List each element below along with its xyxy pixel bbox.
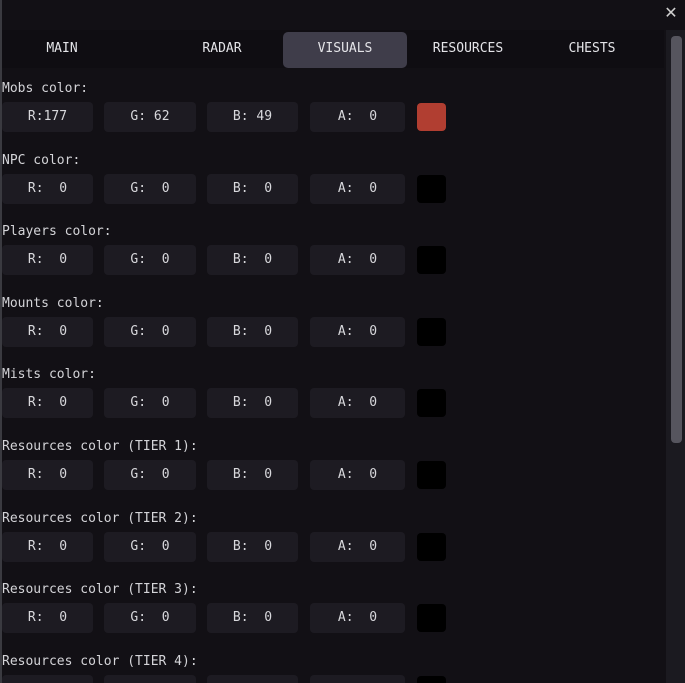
r-channel-input[interactable]: R: 0 xyxy=(2,245,93,276)
tab-chests[interactable]: CHESTS xyxy=(568,41,616,56)
color-label: Mobs color: xyxy=(2,81,89,96)
a-channel-input[interactable]: A: 0 xyxy=(310,603,405,634)
a-channel-input[interactable] xyxy=(310,674,405,683)
r-channel-input[interactable]: R: 0 xyxy=(2,388,93,419)
b-channel-input[interactable]: B: 0 xyxy=(207,173,298,204)
g-channel-input[interactable]: G: 0 xyxy=(104,531,196,562)
r-channel-input[interactable]: R:177 xyxy=(2,102,93,132)
b-channel-input[interactable]: B: 0 xyxy=(207,603,298,634)
a-channel-input[interactable]: A: 0 xyxy=(310,316,405,347)
tab-resources[interactable]: RESOURCES xyxy=(432,41,504,56)
color-swatch[interactable] xyxy=(417,461,446,489)
color-group: Players color: R: 0 G: 0 B: 0 A: 0 xyxy=(2,224,664,279)
visuals-panel: Mobs color: R:177 G: 62 B: 49 A: 0 NPC color:… xyxy=(2,68,664,683)
scrollbar-thumb[interactable] xyxy=(671,36,682,443)
color-label: Resources color (TIER 2): xyxy=(2,510,198,526)
a-channel-input[interactable]: A: 0 xyxy=(310,245,405,276)
color-group: Resources color (TIER 4): xyxy=(2,654,664,683)
b-channel-input[interactable]: B: 0 xyxy=(207,245,298,276)
close-icon[interactable]: ✕ xyxy=(664,3,678,22)
color-group: Resources color (TIER 3): R: 0 G: 0 B: 0 A: … xyxy=(2,582,664,637)
color-group: Resources color (TIER 1): R: 0 G: 0 B: 0 A: … xyxy=(2,439,664,494)
color-label: Mists color: xyxy=(2,367,96,383)
color-group: Mounts color: R: 0 G: 0 B: 0 A: 0 xyxy=(2,296,664,351)
b-channel-input[interactable]: B: 0 xyxy=(207,531,298,562)
color-swatch[interactable] xyxy=(417,675,446,683)
r-channel-input[interactable]: R: 0 xyxy=(2,460,93,490)
r-channel-input[interactable]: R: 0 xyxy=(2,603,93,634)
color-label: Players color: xyxy=(2,224,112,240)
r-channel-input[interactable] xyxy=(2,674,93,683)
a-channel-input[interactable]: A: 0 xyxy=(310,102,405,132)
color-swatch[interactable] xyxy=(417,389,446,418)
b-channel-input[interactable]: B: 0 xyxy=(207,388,298,419)
a-channel-input[interactable]: A: 0 xyxy=(310,460,405,490)
tab-radar[interactable]: RADAR xyxy=(202,41,242,56)
color-group: Resources color (TIER 2): R: 0 G: 0 B: 0 A: … xyxy=(2,511,664,566)
g-channel-input[interactable]: G: 0 xyxy=(104,316,196,347)
a-channel-input[interactable]: A: 0 xyxy=(310,173,405,204)
b-channel-input[interactable]: B: 49 xyxy=(207,102,298,132)
color-label: Resources color (TIER 4): xyxy=(2,653,198,669)
color-label: Resources color (TIER 1): xyxy=(2,439,198,454)
color-swatch[interactable] xyxy=(417,532,446,561)
a-channel-input[interactable]: A: 0 xyxy=(310,531,405,562)
color-label: Resources color (TIER 3): xyxy=(2,582,198,598)
b-channel-input[interactable]: B: 0 xyxy=(207,316,298,347)
g-channel-input[interactable] xyxy=(104,674,196,683)
tab-main[interactable]: MAIN xyxy=(46,41,78,56)
r-channel-input[interactable]: R: 0 xyxy=(2,316,93,347)
color-swatch[interactable] xyxy=(417,604,446,633)
r-channel-input[interactable]: R: 0 xyxy=(2,173,93,204)
color-label: Mounts color: xyxy=(2,295,104,311)
b-channel-input[interactable]: B: 0 xyxy=(207,460,298,490)
color-swatch[interactable] xyxy=(417,246,446,275)
g-channel-input[interactable]: G: 0 xyxy=(104,245,196,276)
b-channel-input[interactable] xyxy=(207,674,298,683)
r-channel-input[interactable]: R: 0 xyxy=(2,531,93,562)
g-channel-input[interactable]: G: 0 xyxy=(104,388,196,419)
color-swatch[interactable] xyxy=(417,174,446,203)
color-group: Mists color: R: 0 G: 0 B: 0 A: 0 xyxy=(2,367,664,422)
g-channel-input[interactable]: G: 62 xyxy=(104,102,196,132)
g-channel-input[interactable]: G: 0 xyxy=(104,173,196,204)
color-group: NPC color: R: 0 G: 0 B: 0 A: 0 xyxy=(2,153,664,208)
color-group: Mobs color: R:177 G: 62 B: 49 A: 0 xyxy=(2,81,664,136)
tab-bar: MAIN RADAR VISUALS RESOURCES CHESTS xyxy=(2,30,664,68)
color-swatch[interactable] xyxy=(417,103,446,131)
tab-visuals[interactable]: VISUALS xyxy=(283,32,407,68)
a-channel-input[interactable]: A: 0 xyxy=(310,388,405,419)
color-swatch[interactable] xyxy=(417,317,446,346)
color-label: NPC color: xyxy=(2,152,81,168)
g-channel-input[interactable]: G: 0 xyxy=(104,460,196,490)
g-channel-input[interactable]: G: 0 xyxy=(104,603,196,634)
